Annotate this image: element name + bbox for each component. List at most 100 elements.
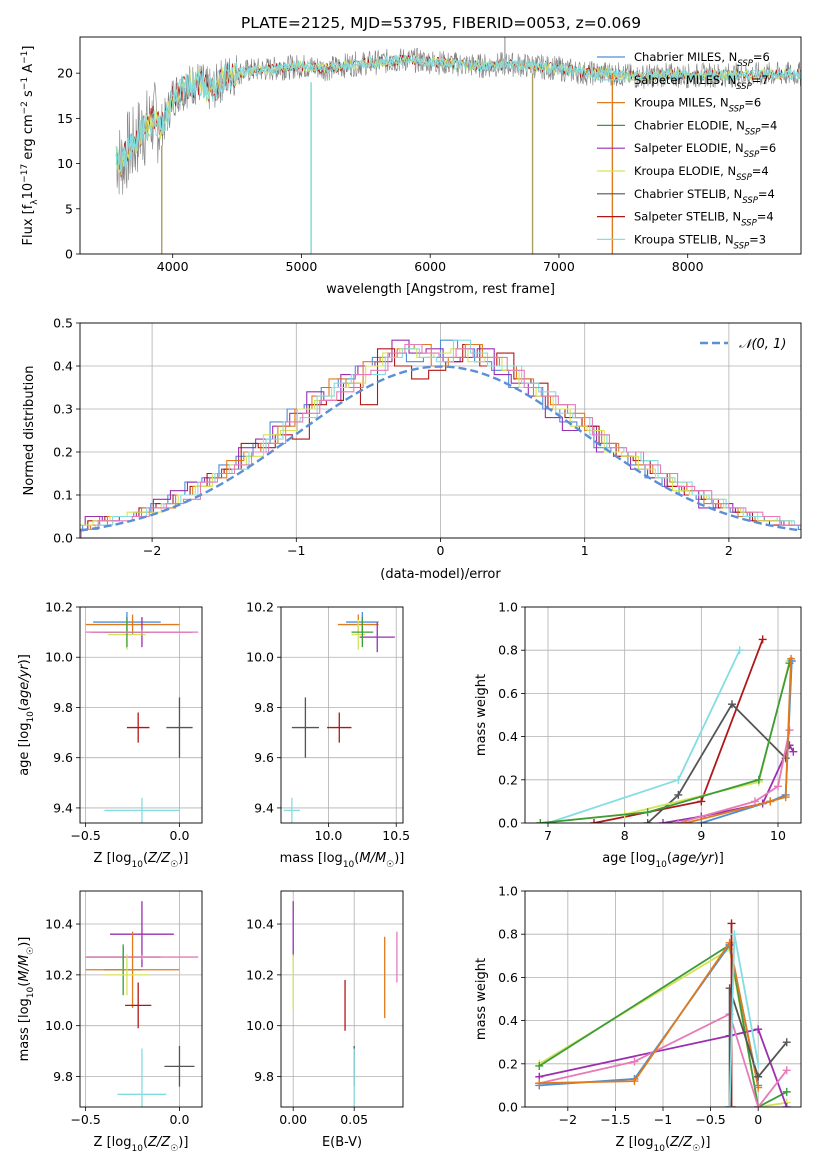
label-part: Z [log [94,1135,132,1150]
x-tick-label: −0.5 [695,1112,725,1127]
weight-marker [782,1087,791,1096]
weight-marker [774,782,782,791]
legend-value: =4 [758,187,775,201]
legend-entry: Salpeter STELIB, NSSP=4 [634,210,774,229]
weight-marker [781,793,790,802]
label-part: erg cm [21,114,36,163]
legend-name: Kroupa MILES [634,96,713,110]
x-axis-label: Z [log10(Z/Z☉)] [616,1135,711,1154]
legend-n: N [727,73,736,87]
x-tick-label: −1 [654,1112,672,1127]
legend-name: Kroupa STELIB [634,232,718,246]
label-part: 10 [26,711,36,723]
histogram-series [80,348,801,526]
axes-frame [280,890,404,1108]
y-axis-label: mass weight [474,674,489,756]
weight-marker [674,819,683,823]
y-tick-label: 10.2 [45,600,73,615]
label-part: Z/Z [147,1135,171,1150]
weight-marker [727,919,736,928]
label-part: ☉ [170,860,178,870]
label-part: λ [30,199,40,205]
label-part: ( [665,1135,670,1150]
x-tick-label: −0.5 [70,1112,100,1127]
weight-marker [787,654,796,663]
weight-marker [590,819,598,823]
y-tick-label: 10.4 [45,917,73,932]
x-tick-label: −0.5 [70,828,100,843]
legend-name: Kroupa ELODIE [634,164,720,178]
label-part: s [21,90,36,101]
label-part: )] [17,654,32,664]
label-part: M/M [359,851,386,866]
x-tick-label: 8 [621,828,629,843]
label-part: ] [21,46,36,51]
legend-sub: SSP [744,150,760,160]
x-axis-label: mass [log10(M/M☉)] [280,851,405,870]
plot-area [80,339,801,538]
weight-marker [727,1103,736,1107]
weight-series [539,942,760,1087]
legend-entry: Salpeter MILES, NSSP=7 [634,73,769,92]
histogram-series [80,343,801,530]
label-part: 10 [343,860,355,870]
label-part: )] [17,937,32,947]
legend-n: N [720,96,729,110]
y-tick-label: 0.1 [53,488,73,503]
label-part: −17 [20,164,30,183]
weight-marker [544,819,552,823]
y-tick-label: 0.6 [498,686,518,701]
histogram-series [80,343,801,530]
weight-marker [697,797,706,806]
legend-name: Chabrier MILES [634,50,721,64]
y-tick-label: 0.8 [498,927,518,942]
legend-value: =6 [753,50,770,64]
weight-series [539,940,760,1088]
weight-series [540,660,791,823]
legend-value: =3 [749,232,766,246]
y-tick-label: 9.4 [53,800,73,815]
y-tick-label: 0.2 [53,445,73,460]
weight-marker [754,1059,763,1068]
plot-area [85,901,199,1107]
y-axis-label: mass [log10(M/M☉)] [17,937,36,1062]
label-part: 10 [131,1144,143,1154]
y-tick-label: 10 [57,156,73,171]
legend-n: N [736,118,745,132]
legend-sep: , [720,73,727,87]
label-part: Z [log [616,1135,654,1150]
label-part: age [log [17,723,32,776]
label-part: 10 [21,183,36,200]
y-tick-label: 0.6 [498,970,518,985]
weight-marker [659,819,667,823]
y-tick-label: 10.2 [246,967,274,982]
y-tick-label: 9.8 [53,700,73,715]
y-tick-label: 0.8 [498,643,518,658]
legend: 𝒩(0, 1) [700,337,786,352]
legend-sep: , [720,164,727,178]
weight-marker [782,1066,791,1075]
legend-value: =6 [759,141,776,155]
y-tick-label: 9.8 [254,1069,274,1084]
label-part: age/yr [672,851,715,866]
legend-sub: SSP [741,219,757,229]
legend-value: =4 [752,164,769,178]
plot-area [536,635,798,823]
legend-entry: 𝒩(0, 1) [739,337,786,352]
legend-entry: Chabrier ELODIE, NSSP=4 [634,118,777,137]
label-part: 10 [26,986,36,998]
label-part: ☉ [386,860,394,870]
weight-marker [754,775,763,784]
panel-age_vs_Z: −0.5 0.09.49.69.810.010.2Z [log10(Z/Z☉)]a… [17,600,203,870]
axes-frame [280,606,404,824]
axes-frame [524,890,802,1108]
y-tick-label: 10.0 [45,650,73,665]
legend-name: Chabrier STELIB [634,187,726,201]
y-tick-label: 10.0 [246,1018,274,1033]
label-part: mass [log [280,851,343,866]
x-tick-label: 0.05 [340,1112,368,1127]
y-axis-label: mass weight [474,958,489,1040]
y-tick-label: 9.8 [254,700,274,715]
legend-sub: SSP [737,59,753,69]
legend-n: N [732,210,741,224]
